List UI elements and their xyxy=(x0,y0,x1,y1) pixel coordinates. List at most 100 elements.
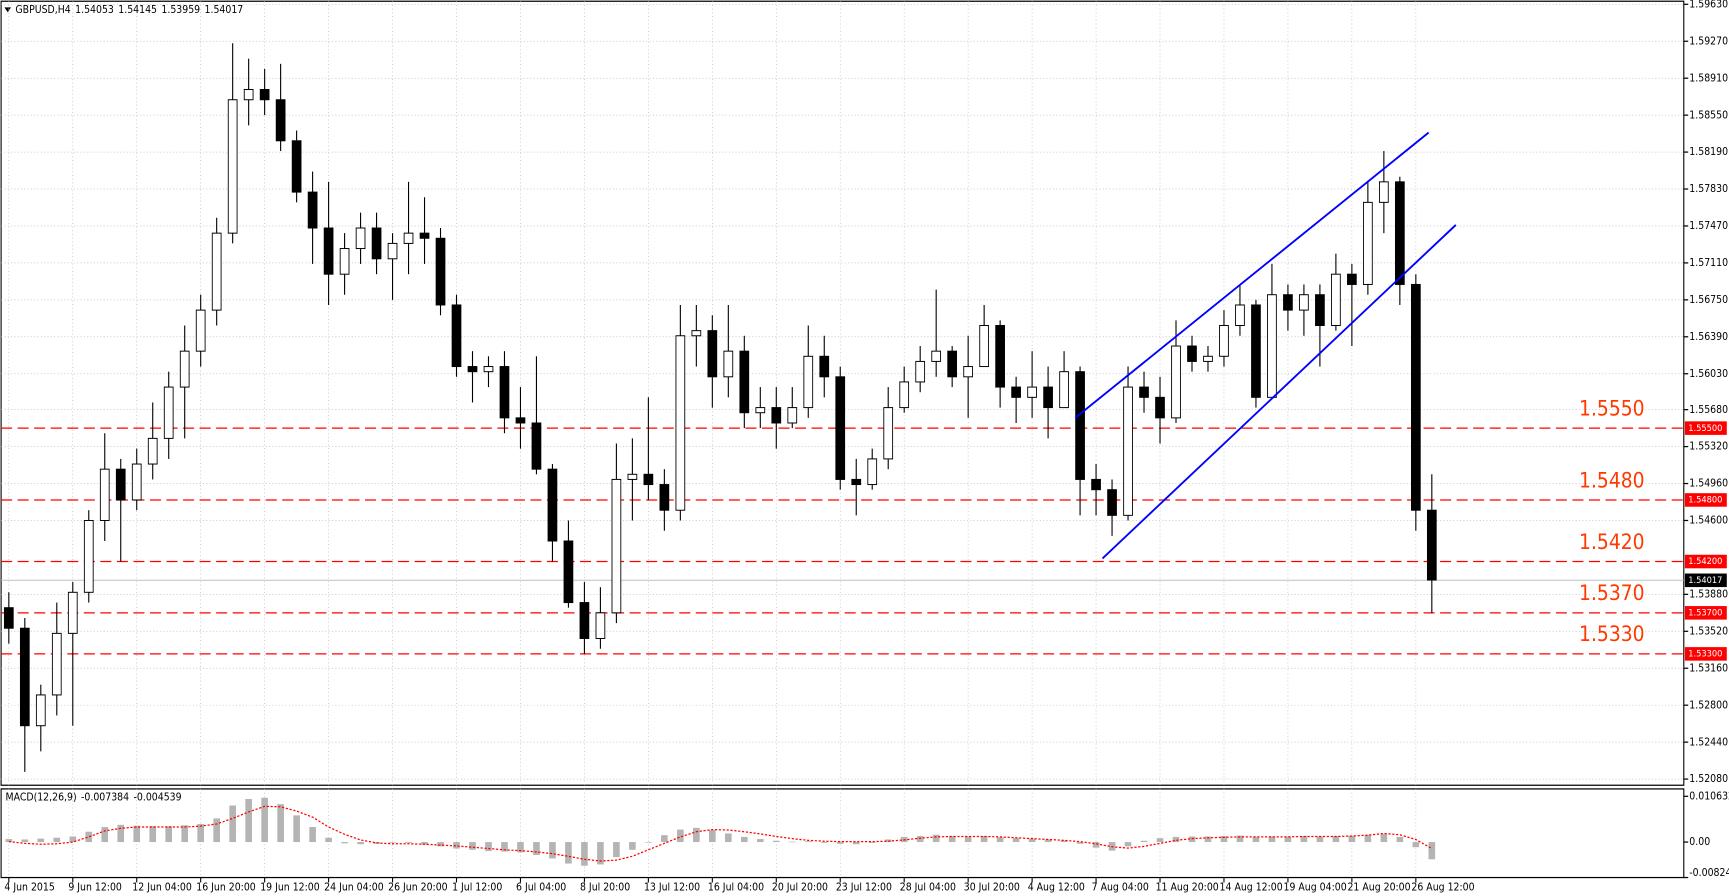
macd-bar xyxy=(597,842,604,865)
y-tick-label: -0.008242 xyxy=(1689,867,1729,879)
macd-bar xyxy=(133,825,141,843)
macd-bar xyxy=(1236,835,1244,843)
macd-bar xyxy=(325,837,332,843)
macd-bar xyxy=(1396,836,1404,843)
y-tick-label: 1.57470 xyxy=(1689,221,1728,233)
header-value: 1.53959 xyxy=(161,5,200,17)
candle-body xyxy=(1299,294,1309,311)
candle-body xyxy=(403,232,414,244)
candle-body xyxy=(947,350,958,378)
candle-body xyxy=(1379,181,1389,203)
macd-bar xyxy=(53,837,61,843)
x-tick-label: 26 Jun 20:00 xyxy=(388,882,447,894)
macd-bar xyxy=(948,836,956,843)
y-tick-label: 1.56750 xyxy=(1689,295,1728,307)
candle-body xyxy=(595,612,606,639)
y-tick-label: 1.53160 xyxy=(1689,663,1728,675)
x-tick-label: 16 Jun 20:00 xyxy=(196,882,255,894)
trendline xyxy=(1101,224,1457,560)
candle-body xyxy=(851,478,862,486)
macd-bar xyxy=(517,842,524,853)
candle-body xyxy=(883,407,894,460)
x-tick-label: 4 Aug 12:00 xyxy=(1028,882,1085,894)
candle-body xyxy=(739,350,750,414)
x-tick-label: 16 Jul 04:00 xyxy=(708,882,764,894)
candle-body xyxy=(387,242,398,260)
candle-body xyxy=(179,350,190,388)
candle-body xyxy=(755,407,766,414)
macd-bar xyxy=(1220,836,1228,843)
candle-body xyxy=(931,350,942,362)
y-tick-label: 1.54600 xyxy=(1689,515,1728,527)
x-tick-label: 24 Jun 04:00 xyxy=(324,882,383,894)
candle-body xyxy=(259,88,270,101)
candle-body xyxy=(1059,371,1069,409)
macd-bar xyxy=(1348,835,1356,843)
indicator-name: MACD(12,26,9) xyxy=(6,792,77,804)
trendline xyxy=(1074,131,1430,419)
candle-body xyxy=(323,227,334,275)
y-tick-label: 1.52440 xyxy=(1689,737,1728,749)
macd-bar xyxy=(1204,836,1212,843)
candle-body xyxy=(899,381,910,409)
candle-body xyxy=(3,607,14,629)
candle-body xyxy=(1011,386,1021,398)
macd-bar xyxy=(1028,838,1036,843)
macd-bar xyxy=(389,842,396,843)
candle-body xyxy=(1267,294,1277,398)
macd-bar xyxy=(533,842,540,855)
y-tick-label: 1.53880 xyxy=(1689,589,1728,601)
candle-body xyxy=(1043,386,1053,409)
candle-body xyxy=(195,309,206,352)
candle-body xyxy=(67,591,78,634)
level-label: 1.5370 xyxy=(1579,581,1645,605)
macd-bar xyxy=(1156,838,1164,843)
x-tick-label: 26 Aug 12:00 xyxy=(1411,882,1474,894)
x-tick-label: 9 Jun 12:00 xyxy=(68,882,122,894)
candle-body xyxy=(979,325,989,368)
macd-bar xyxy=(293,815,300,843)
header-value: 1.54053 xyxy=(75,5,114,17)
macd-bar xyxy=(741,836,748,843)
macd-bar xyxy=(1332,836,1340,843)
macd-bar xyxy=(1284,836,1292,843)
y-tick-label: 1.52800 xyxy=(1689,700,1728,712)
candle-body xyxy=(1315,294,1325,326)
candle-body xyxy=(1203,355,1213,362)
candle-body xyxy=(1251,304,1261,398)
level-axis-label: 1.54800 xyxy=(1688,495,1722,506)
y-tick-label: 1.59630 xyxy=(1689,0,1728,11)
candle-body xyxy=(1331,273,1341,326)
x-tick-label: 21 Aug 20:00 xyxy=(1347,882,1410,894)
y-tick-label: 1.53520 xyxy=(1689,626,1728,638)
level-axis-label: 1.54200 xyxy=(1688,557,1722,568)
macd-bar xyxy=(709,830,716,843)
candle-body xyxy=(163,386,174,439)
macd-bar xyxy=(629,842,636,850)
candle-body xyxy=(803,355,814,409)
macd-bar xyxy=(149,826,157,843)
y-tick-label: 1.58550 xyxy=(1689,110,1728,122)
candle-body xyxy=(1426,509,1437,581)
macd-bar xyxy=(437,842,444,847)
macd-bar xyxy=(1172,836,1180,843)
x-tick-label: 8 Jul 20:00 xyxy=(580,882,630,894)
macd-bar xyxy=(1428,842,1436,860)
y-tick-label: 1.52080 xyxy=(1689,774,1728,786)
level-axis-box xyxy=(1684,493,1727,507)
candle-body xyxy=(659,484,670,511)
macd-bar xyxy=(613,842,620,858)
macd-bar xyxy=(309,827,316,843)
symbol: GBPUSD,H4 xyxy=(15,5,70,17)
candle-body xyxy=(483,366,494,373)
candle-body xyxy=(147,437,158,465)
macd-bar xyxy=(213,818,220,843)
candle-body xyxy=(787,407,798,424)
macd-bar xyxy=(916,836,924,843)
menu-arrow[interactable] xyxy=(4,7,12,13)
candle-body xyxy=(675,335,686,511)
macd-bar xyxy=(277,804,284,843)
macd-bar xyxy=(117,824,125,843)
candle-body xyxy=(99,468,110,521)
macd-bar xyxy=(101,827,109,843)
